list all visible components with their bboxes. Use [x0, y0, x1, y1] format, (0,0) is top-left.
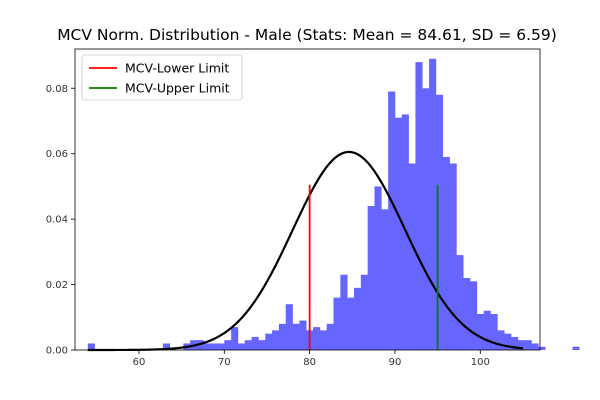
histogram-bar — [162, 343, 171, 350]
histogram-bar — [299, 320, 307, 350]
plot-frame — [74, 48, 541, 351]
histogram-bar — [394, 117, 403, 351]
histogram-bars — [87, 58, 580, 351]
histogram-bar — [340, 274, 348, 350]
y-tick-label: 0.02 — [46, 280, 68, 291]
histogram-bar — [224, 340, 232, 350]
histogram-bar — [442, 156, 450, 350]
histogram-bar — [210, 343, 218, 350]
x-tick-label: 90 — [389, 357, 402, 368]
histogram-bar — [538, 346, 546, 350]
histogram-bar — [313, 327, 321, 350]
histogram-bar — [265, 333, 273, 350]
histogram-bar — [381, 209, 389, 350]
histogram-bar — [408, 163, 416, 350]
x-tick-label: 80 — [303, 357, 316, 368]
x-axis: 60 70 80 90 100 — [133, 350, 490, 368]
histogram-bar — [415, 62, 423, 351]
legend-entry: MCV-Upper Limit — [125, 81, 230, 96]
y-axis: 0.00 0.02 0.04 0.06 0.08 — [46, 84, 75, 357]
histogram-bar — [367, 206, 375, 350]
y-tick-label: 0.06 — [46, 149, 68, 160]
x-tick-label: 70 — [218, 357, 231, 368]
histogram-bar — [278, 323, 287, 350]
histogram-bar — [251, 336, 259, 350]
histogram-bar — [476, 314, 484, 350]
histogram-bar — [449, 163, 457, 350]
histogram-bar — [429, 58, 437, 350]
histogram-bar — [490, 314, 498, 350]
histogram-bar — [217, 343, 225, 350]
histogram-bar — [360, 274, 368, 350]
histogram-bar — [483, 310, 491, 350]
histogram-bar — [87, 343, 95, 350]
histogram-bar — [456, 255, 464, 350]
normal-curve — [87, 150, 524, 352]
histogram-bar — [510, 336, 519, 350]
histogram-bar — [422, 88, 430, 350]
histogram-bar — [572, 346, 580, 350]
x-tick-label: 100 — [471, 357, 490, 368]
histogram-bar — [470, 281, 478, 350]
histogram-bar — [197, 340, 205, 350]
histogram-bar — [333, 297, 341, 350]
histogram-bar — [285, 304, 293, 350]
y-tick-label: 0.04 — [46, 215, 68, 226]
chart-title: MCV Norm. Distribution - Male (Stats: Me… — [57, 26, 557, 44]
histogram-bar — [347, 297, 355, 350]
histogram-bar — [326, 323, 334, 350]
histogram-bar — [517, 340, 525, 350]
histogram-bar — [435, 94, 444, 350]
histogram-bar — [374, 186, 382, 350]
legend: MCV-Lower Limit MCV-Upper Limit — [81, 54, 243, 101]
histogram-bar — [504, 333, 512, 350]
reference-lines — [308, 184, 439, 350]
x-tick-label: 60 — [133, 357, 146, 368]
histogram-bar — [272, 330, 280, 350]
histogram-bar — [231, 327, 239, 350]
histogram-bar — [319, 330, 327, 350]
histogram-bar — [258, 340, 266, 350]
histogram-bar — [524, 340, 532, 350]
histogram-bar — [497, 330, 505, 350]
histogram-bar — [463, 278, 471, 350]
y-tick-label: 0.00 — [46, 346, 68, 357]
legend-box — [81, 54, 243, 101]
y-tick-label: 0.08 — [46, 84, 68, 95]
histogram-bar — [203, 343, 211, 350]
histogram-bar — [237, 343, 246, 350]
histogram-bar — [292, 323, 300, 350]
histogram-bar — [244, 340, 252, 350]
histogram-bar — [388, 91, 396, 350]
legend-entry: MCV-Lower Limit — [125, 61, 229, 76]
histogram-bar — [354, 287, 362, 350]
histogram-bar — [531, 343, 539, 350]
